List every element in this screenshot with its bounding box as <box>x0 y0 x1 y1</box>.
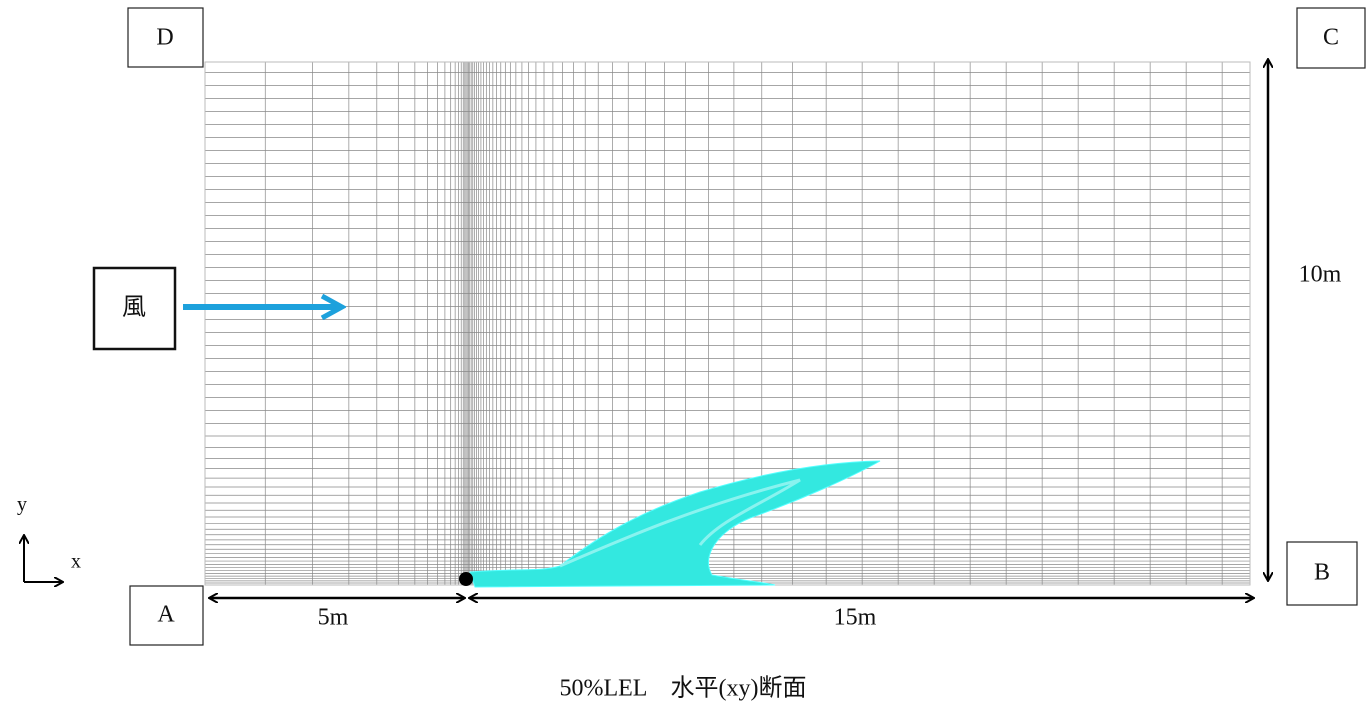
axis-label: x <box>71 551 81 573</box>
wind-label: 風 <box>122 295 146 321</box>
axes-icon <box>24 536 62 582</box>
corner-label: D <box>156 25 173 51</box>
diagram: D C B A 風 10m 5m 15m y x 50%LEL 水平(xy)断面 <box>0 0 1367 708</box>
source-point <box>459 572 473 586</box>
axis-label: y <box>17 494 27 516</box>
plume <box>470 461 880 587</box>
dimension-label: 5m <box>318 605 349 631</box>
caption: 50%LEL 水平(xy)断面 <box>559 675 806 702</box>
corner-label: B <box>1314 560 1330 586</box>
corner-label: C <box>1323 25 1339 51</box>
dimension-label: 15m <box>834 605 877 631</box>
dimension-label: 10m <box>1299 262 1342 288</box>
corner-label: A <box>157 602 175 628</box>
